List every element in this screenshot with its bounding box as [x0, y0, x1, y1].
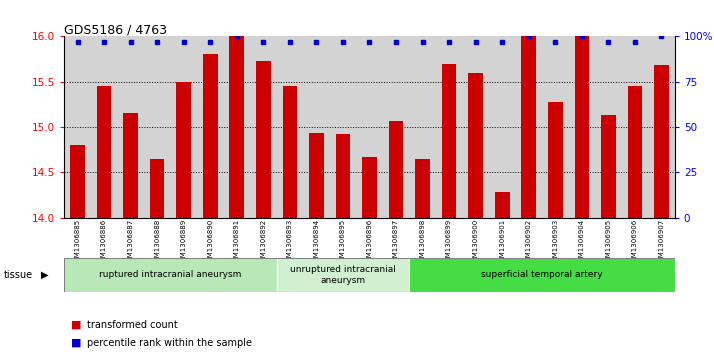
Bar — [495, 192, 510, 218]
Bar — [336, 134, 351, 218]
Text: ▶: ▶ — [41, 270, 49, 280]
Bar — [176, 82, 191, 218]
Text: superficial temporal artery: superficial temporal artery — [481, 270, 603, 280]
Bar — [654, 65, 669, 218]
Bar — [283, 86, 297, 218]
Text: GDS5186 / 4763: GDS5186 / 4763 — [64, 24, 167, 37]
Bar — [548, 102, 563, 218]
Text: percentile rank within the sample: percentile rank within the sample — [87, 338, 252, 348]
Bar — [416, 159, 430, 218]
Bar — [309, 133, 323, 218]
Text: tissue: tissue — [4, 270, 33, 280]
Bar — [64, 258, 276, 292]
Text: ruptured intracranial aneurysm: ruptured intracranial aneurysm — [99, 270, 241, 280]
Bar — [203, 54, 218, 218]
Bar — [409, 258, 675, 292]
Bar — [256, 61, 271, 218]
Text: unruptured intracranial
aneurysm: unruptured intracranial aneurysm — [290, 265, 396, 285]
Bar — [362, 157, 377, 218]
Bar — [468, 73, 483, 218]
Bar — [388, 121, 403, 218]
Text: transformed count: transformed count — [87, 320, 178, 330]
Bar — [150, 159, 164, 218]
Bar — [575, 36, 589, 218]
Text: ■: ■ — [71, 320, 82, 330]
Bar — [442, 64, 456, 218]
Bar — [628, 86, 642, 218]
Text: ■: ■ — [71, 338, 82, 348]
Bar — [601, 115, 615, 218]
Bar — [124, 113, 138, 218]
Bar — [521, 36, 536, 218]
Bar — [97, 86, 111, 218]
Bar — [229, 36, 244, 218]
Bar — [276, 258, 409, 292]
Bar — [70, 145, 85, 218]
